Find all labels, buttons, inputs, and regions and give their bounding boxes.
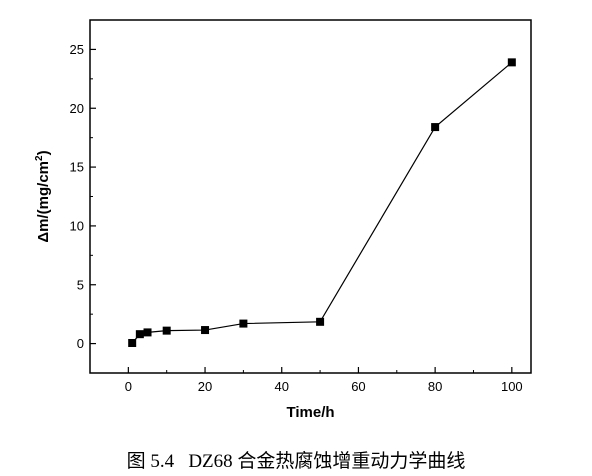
y-axis-ticks: 0 5 10 15 20 25	[70, 42, 96, 351]
chart: 0 20 40 60 80 100 0 5 10 15 20 25 Time/h Δm/(mg/cm…	[34, 19, 532, 421]
x-axis-ticks: 0 20 40 60 80 100	[125, 367, 523, 394]
data-point	[239, 319, 248, 328]
y-axis-title-main: Δm/(mg/cm	[35, 161, 52, 243]
x-tick-label: 60	[351, 379, 365, 394]
data-point	[135, 330, 144, 339]
data-point	[143, 328, 152, 337]
y-tick-label: 10	[70, 218, 84, 233]
y-axis-title-sup: 2	[34, 155, 45, 161]
y-tick-label: 15	[70, 160, 84, 175]
x-tick-label: 0	[125, 379, 132, 394]
data-point	[507, 58, 516, 67]
data-point	[162, 326, 171, 335]
x-tick-label: 20	[198, 379, 212, 394]
x-tick-label: 100	[501, 379, 523, 394]
y-tick-label: 20	[70, 101, 84, 116]
data-point	[128, 338, 137, 347]
plot-frame	[89, 19, 532, 374]
x-tick-label: 40	[275, 379, 289, 394]
series-line	[131, 61, 513, 344]
data-markers	[128, 58, 516, 347]
y-tick-label: 25	[70, 42, 84, 57]
y-tick-label: 0	[77, 336, 84, 351]
data-point	[431, 123, 440, 132]
y-axis-title-tail: )	[35, 150, 52, 155]
x-tick-label: 80	[428, 379, 442, 394]
y-tick-label: 5	[77, 277, 84, 292]
x-axis-title: Time/h	[286, 404, 334, 421]
figure-caption: 图 5.4 DZ68 合金热腐蚀增重动力学曲线	[126, 451, 466, 472]
y-axis-title: Δm/(mg/cm2)	[34, 150, 52, 242]
data-point	[201, 326, 210, 335]
data-point	[316, 317, 325, 326]
